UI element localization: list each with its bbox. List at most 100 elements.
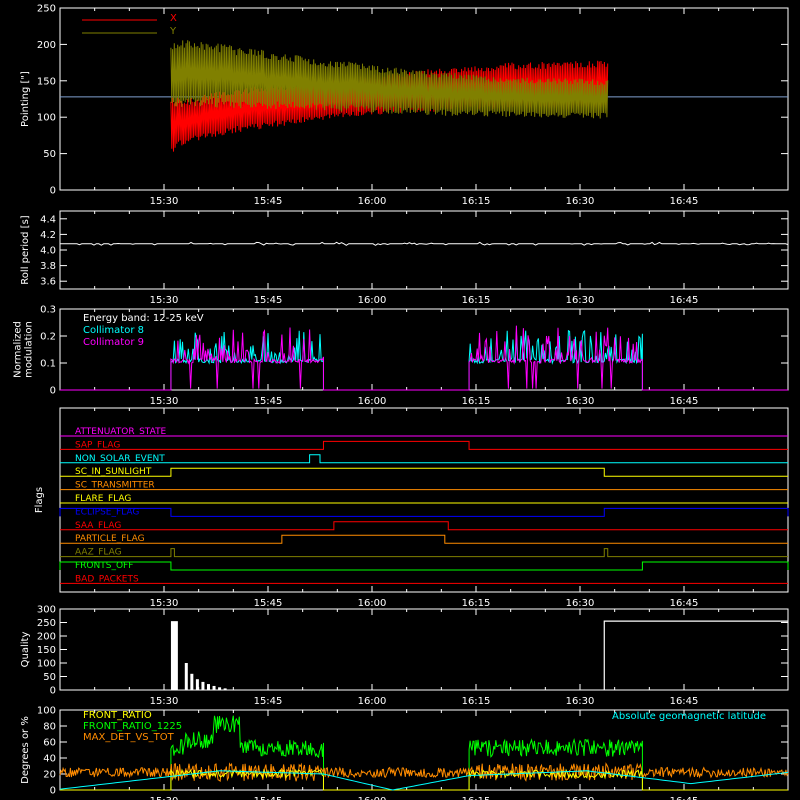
quality-decay-bar bbox=[184, 663, 188, 690]
flag-line bbox=[60, 454, 788, 464]
roll-xtick-label: 16:15 bbox=[462, 295, 491, 306]
flag-label: SC_TRANSMITTER bbox=[75, 481, 155, 491]
quality-spike-bar bbox=[170, 621, 178, 690]
quality-decay-bar bbox=[212, 685, 216, 690]
roll-ytick-label: 3.8 bbox=[40, 261, 56, 272]
quality-panel: 0 50 100 150 200 250 300 15:30 15:45 16:00 16:15 16… bbox=[20, 605, 789, 707]
roll-xtick-label: 16:00 bbox=[358, 295, 387, 306]
quality-xtick-label: 15:30 bbox=[150, 696, 179, 707]
ratios-ytick-label: 40 bbox=[43, 754, 56, 765]
flag-line bbox=[59, 561, 789, 571]
ratios-xtick-label: 16:00 bbox=[358, 796, 387, 800]
quality-xtick-label: 16:00 bbox=[358, 696, 387, 707]
pointing-xtick-label: 16:00 bbox=[358, 196, 387, 207]
ratios-annotation: Absolute geomagnetic latitude bbox=[612, 711, 766, 722]
pointing-ytick-label: 250 bbox=[37, 4, 56, 15]
quality-xtick-label: 16:45 bbox=[670, 696, 699, 707]
modulation-ylabel: Normalized bbox=[13, 321, 24, 378]
pointing-xtick-label: 15:45 bbox=[254, 196, 283, 207]
quality-decay-bar bbox=[223, 688, 227, 690]
ratios-series-latitude bbox=[59, 770, 789, 791]
flag-label: SC_IN_SUNLIGHT bbox=[75, 467, 152, 477]
flags-xtick-label: 16:15 bbox=[462, 598, 491, 609]
quality-xtick-label: 15:45 bbox=[254, 696, 283, 707]
quality-decay-bar bbox=[195, 679, 199, 690]
flag-label: BAD_PACKETS bbox=[75, 574, 139, 584]
flags-ylabel: Flags bbox=[34, 487, 45, 513]
pointing-xtick-label: 15:30 bbox=[150, 196, 179, 207]
flags-xtick-label: 16:00 bbox=[358, 598, 387, 609]
ratios-xtick-label: 16:45 bbox=[670, 796, 699, 800]
roll-xtick-label: 15:30 bbox=[150, 295, 179, 306]
modulation-legend-label: Collimator 9 bbox=[83, 337, 144, 348]
flag-line bbox=[60, 521, 788, 531]
flag-line bbox=[60, 440, 788, 450]
ratios-xtick-label: 15:30 bbox=[150, 796, 179, 800]
pointing-xtick-label: 16:15 bbox=[462, 196, 491, 207]
quality-ytick-label: 300 bbox=[37, 605, 56, 616]
pointing-ylabel: Pointing ["] bbox=[20, 71, 31, 127]
modulation-ytick-label: 0.1 bbox=[40, 359, 56, 370]
quality-decay-bar bbox=[206, 684, 210, 690]
flag-label: ECLIPSE_FLAG bbox=[75, 507, 139, 517]
flag-line bbox=[60, 548, 788, 558]
ratios-series-front-ratio-1225 bbox=[60, 715, 788, 791]
pointing-series-Y bbox=[170, 40, 609, 119]
modulation-panel: 0 0.1 0.2 0.3 15:30 15:45 16:00 16:15 16:30 16:45… bbox=[13, 305, 789, 407]
quality-ytick-label: 150 bbox=[37, 645, 56, 656]
quality-ytick-label: 100 bbox=[37, 659, 56, 670]
quality-xtick-label: 16:15 bbox=[462, 696, 491, 707]
quality-decay-bar bbox=[201, 681, 205, 690]
modulation-xtick-label: 16:15 bbox=[462, 396, 491, 407]
ratios-xtick-label: 15:45 bbox=[254, 796, 283, 800]
flags-xtick-label: 15:45 bbox=[254, 598, 283, 609]
ratios-xtick-label: 16:15 bbox=[462, 796, 491, 800]
pointing-ytick-label: 0 bbox=[50, 186, 56, 197]
ratios-ytick-label: 80 bbox=[43, 722, 56, 733]
roll-frame bbox=[59, 210, 789, 290]
pointing-panel: 0 50 100 150 200 250 15:30 15:45 16:00 16:15 16:30… bbox=[20, 4, 789, 207]
roll-series bbox=[60, 241, 789, 246]
pointing-xtick-label: 16:45 bbox=[670, 196, 699, 207]
quality-ylabel: Quality bbox=[20, 632, 31, 668]
ratios-series-front-ratio bbox=[60, 768, 788, 791]
flags-xtick-label: 15:30 bbox=[150, 598, 179, 609]
modulation-ytick-label: 0.2 bbox=[40, 332, 56, 343]
flag-label: SAP_FLAG bbox=[75, 440, 120, 450]
ratios-xtick-label: 16:30 bbox=[566, 796, 595, 800]
pointing-ytick-label: 200 bbox=[37, 40, 56, 51]
quality-ytick-label: 50 bbox=[43, 672, 56, 683]
flag-label: AAZ_FLAG bbox=[75, 548, 122, 558]
roll-xtick-label: 16:30 bbox=[566, 295, 595, 306]
flag-label: ATTENUATOR_STATE bbox=[75, 427, 167, 437]
quality-decay-bar bbox=[218, 687, 222, 690]
modulation-xtick-label: 15:30 bbox=[150, 396, 179, 407]
modulation-ytick-label: 0 bbox=[50, 386, 56, 397]
flag-label: FRONTS_OFF bbox=[75, 561, 133, 571]
modulation-xtick-label: 15:45 bbox=[254, 396, 283, 407]
quality-decay-bar bbox=[190, 673, 194, 690]
ratios-panel: 0 20 40 60 80 100 15:30 15:45 16:00 16:15 16:30 16:… bbox=[20, 706, 789, 800]
flag-label: PARTICLE_FLAG bbox=[75, 534, 145, 544]
ratios-ylabel: Degrees or % bbox=[20, 716, 31, 784]
modulation-xtick-label: 16:30 bbox=[566, 396, 595, 407]
ratios-ytick-label: 0 bbox=[50, 786, 56, 797]
pointing-ytick-label: 150 bbox=[37, 76, 56, 87]
roll-ytick-label: 4.2 bbox=[40, 230, 56, 241]
quality-ytick-label: 200 bbox=[37, 632, 56, 643]
modulation-xtick-label: 16:45 bbox=[670, 396, 699, 407]
ratios-series-max-det-vs-tot bbox=[59, 762, 789, 783]
pointing-ytick-label: 100 bbox=[37, 113, 56, 124]
roll-ytick-label: 4.0 bbox=[40, 246, 56, 257]
pointing-legend-label: Y bbox=[169, 26, 177, 37]
flag-line bbox=[60, 467, 788, 477]
ratios-legend-label: FRONT_RATIO bbox=[83, 710, 152, 721]
modulation-ytick-label: 0.3 bbox=[40, 305, 56, 316]
modulation-series-0 bbox=[60, 329, 788, 391]
roll-ytick-label: 4.4 bbox=[40, 214, 56, 225]
ratios-legend-label: MAX_DET_VS_TOT bbox=[83, 732, 175, 743]
pointing-frame bbox=[59, 7, 789, 191]
modulation-legend-label: Collimator 8 bbox=[83, 325, 144, 336]
flags-frame bbox=[59, 407, 789, 593]
